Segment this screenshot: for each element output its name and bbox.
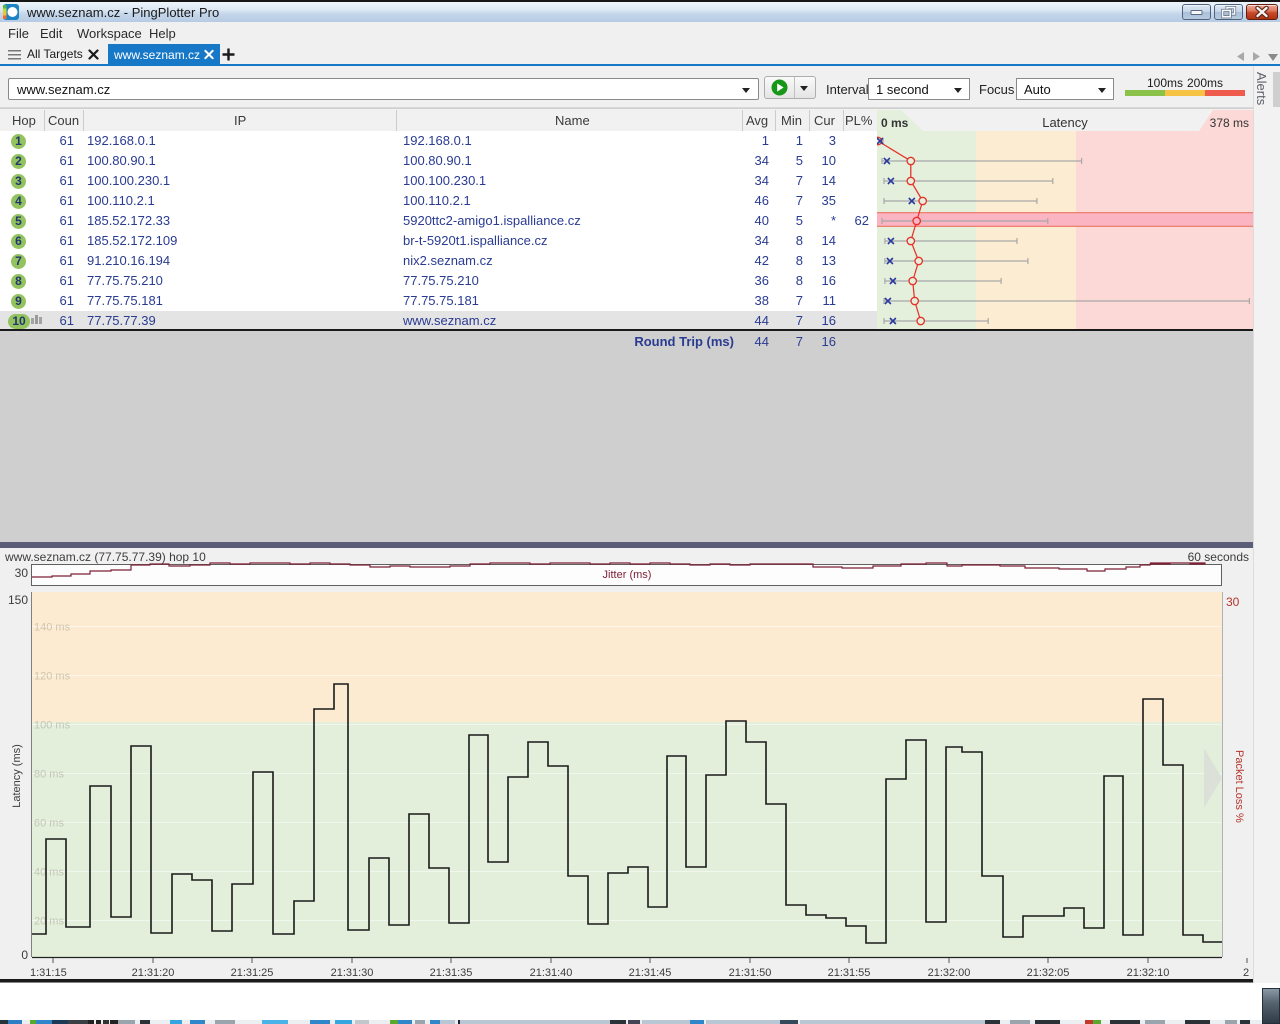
svg-text:80 ms: 80 ms bbox=[34, 769, 64, 781]
svg-text:Packet Loss %: Packet Loss % bbox=[1233, 750, 1245, 823]
svg-text:21:31:45: 21:31:45 bbox=[629, 967, 672, 979]
svg-text:20 ms: 20 ms bbox=[34, 916, 64, 928]
svg-text:Latency (ms): Latency (ms) bbox=[11, 744, 23, 808]
svg-text:www.seznam.cz (77.75.77.39) ho: www.seznam.cz (77.75.77.39) hop 10 bbox=[4, 550, 206, 564]
svg-text:60 seconds: 60 seconds bbox=[1188, 550, 1249, 564]
svg-text:21:31:25: 21:31:25 bbox=[231, 967, 274, 979]
svg-text:378 ms: 378 ms bbox=[1210, 116, 1249, 130]
svg-text:2: 2 bbox=[1243, 967, 1249, 979]
svg-text:21:32:00: 21:32:00 bbox=[928, 967, 971, 979]
svg-text:150: 150 bbox=[8, 593, 28, 607]
svg-text:0 ms: 0 ms bbox=[881, 116, 909, 130]
svg-text:21:31:40: 21:31:40 bbox=[530, 967, 573, 979]
svg-text:21:31:30: 21:31:30 bbox=[331, 967, 374, 979]
svg-text:140 ms: 140 ms bbox=[34, 622, 71, 634]
svg-text:21:31:55: 21:31:55 bbox=[828, 967, 871, 979]
svg-text:40 ms: 40 ms bbox=[34, 867, 64, 879]
svg-text:21:31:20: 21:31:20 bbox=[132, 967, 175, 979]
svg-text:1:31:15: 1:31:15 bbox=[30, 967, 67, 979]
svg-text:21:31:50: 21:31:50 bbox=[729, 967, 772, 979]
svg-text:Latency: Latency bbox=[1042, 115, 1088, 130]
svg-text:21:32:10: 21:32:10 bbox=[1127, 967, 1170, 979]
svg-text:100 ms: 100 ms bbox=[34, 720, 71, 732]
svg-text:120 ms: 120 ms bbox=[34, 671, 71, 683]
svg-text:0: 0 bbox=[21, 948, 28, 962]
svg-text:21:31:35: 21:31:35 bbox=[430, 967, 473, 979]
svg-text:60 ms: 60 ms bbox=[34, 818, 64, 830]
svg-text:30: 30 bbox=[1226, 595, 1240, 609]
svg-text:30: 30 bbox=[15, 566, 29, 580]
svg-text:21:32:05: 21:32:05 bbox=[1027, 967, 1070, 979]
svg-text:Jitter (ms): Jitter (ms) bbox=[603, 569, 652, 581]
